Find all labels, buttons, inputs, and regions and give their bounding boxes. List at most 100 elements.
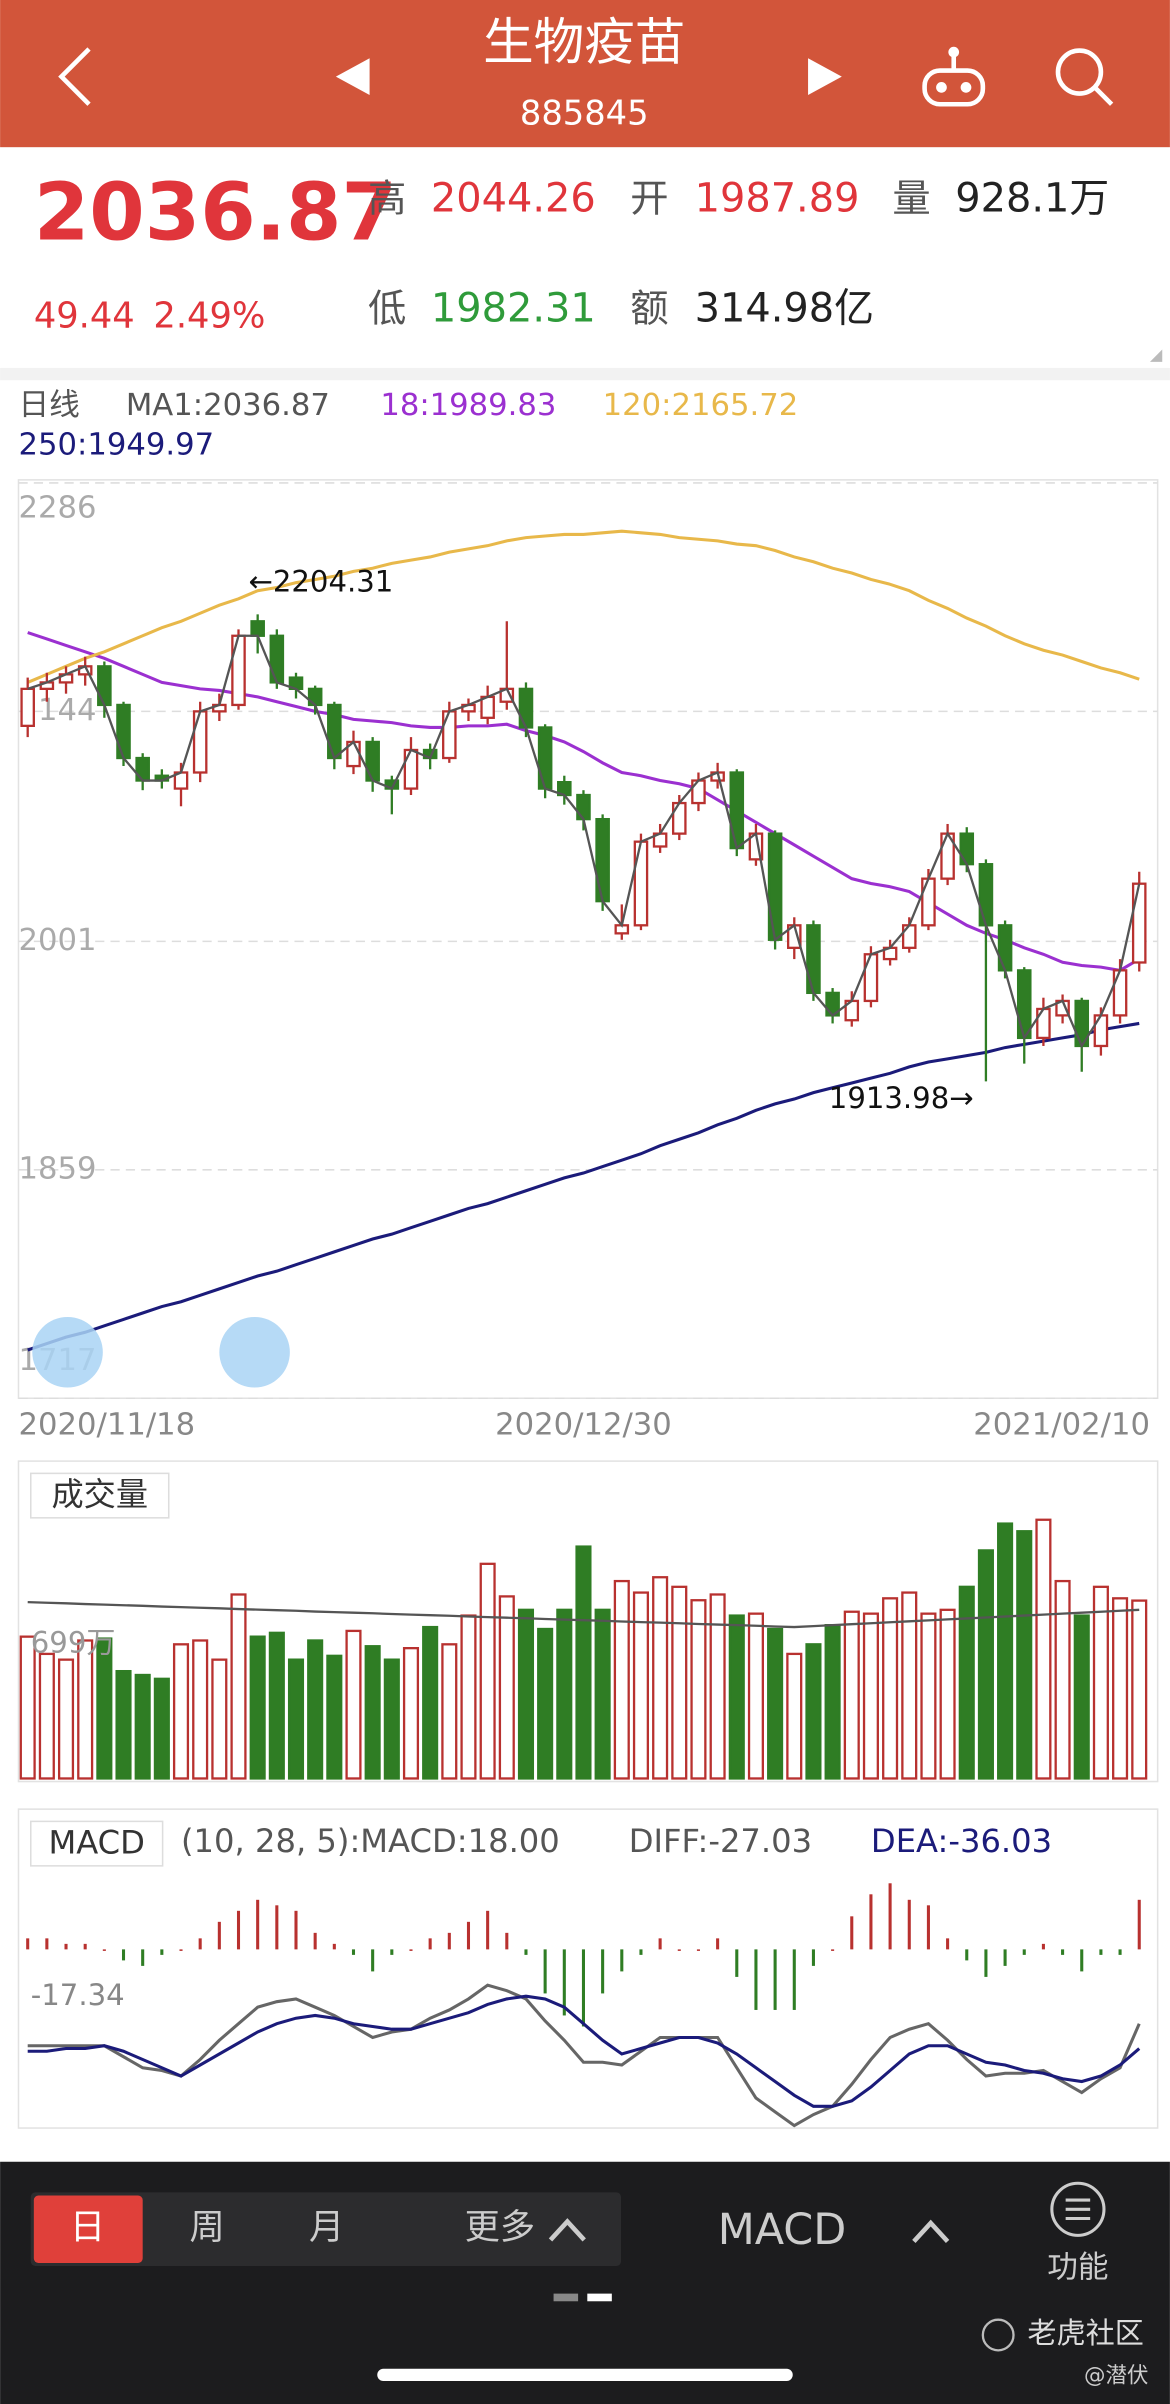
volume-bar: [1092, 1585, 1109, 1780]
volume-bar: [613, 1579, 630, 1780]
candle-body: [672, 801, 687, 835]
macd-bar: [1061, 1949, 1065, 1955]
y-tick-label: 2286: [18, 491, 96, 526]
next-button[interactable]: [808, 58, 842, 96]
zoom-button: [219, 1316, 290, 1388]
macd-bar: [1022, 1949, 1026, 1955]
volume-bar: [345, 1629, 362, 1780]
volume-bar: [192, 1639, 209, 1780]
search-icon[interactable]: [1055, 48, 1114, 106]
volume-bar: [326, 1654, 343, 1780]
volume-bar: [1016, 1530, 1033, 1780]
amount: 314.98亿: [695, 286, 874, 332]
candle-body: [480, 695, 495, 719]
volume-bar: [307, 1639, 324, 1780]
volume-bar: [1112, 1597, 1129, 1780]
robot-icon[interactable]: [922, 46, 986, 107]
candle-body: [997, 924, 1013, 972]
candle-body: [978, 863, 994, 927]
function-icon[interactable]: [1050, 2181, 1106, 2237]
amount-label: 额: [630, 287, 668, 332]
y-tick-label: 1859: [18, 1151, 96, 1186]
tab-month[interactable]: 月: [309, 2207, 344, 2248]
candle-body: [327, 703, 342, 760]
volume-bar: [479, 1562, 496, 1780]
ma-line: [27, 631, 1141, 972]
zoom-button: [32, 1316, 103, 1388]
candle-body: [595, 817, 610, 903]
ma-line: [27, 1021, 1140, 1352]
tab-day[interactable]: 日: [70, 2207, 105, 2248]
user: @潜伏: [1084, 2363, 1148, 2388]
candle-body: [806, 924, 821, 995]
macd-bar: [735, 1949, 739, 1977]
volume-bar: [690, 1599, 707, 1780]
y-tick-label: 2001: [18, 923, 96, 958]
prev-button[interactable]: [335, 58, 370, 96]
macd-bar: [217, 1921, 221, 1950]
macd-bar: [160, 1949, 164, 1955]
indicator-caret[interactable]: [912, 2219, 950, 2244]
indicator[interactable]: MACD: [718, 2205, 847, 2255]
function-label[interactable]: 功能: [1047, 2251, 1108, 2286]
candle-body: [767, 832, 783, 941]
tab-active[interactable]: [33, 2195, 143, 2263]
volume-bar: [594, 1608, 611, 1780]
volume-bar: [1131, 1599, 1148, 1780]
legend-entry: 250:1949.97: [18, 428, 214, 463]
volume-bar: [134, 1673, 151, 1780]
macd-bar: [984, 1949, 988, 1977]
volume-bar: [460, 1614, 477, 1780]
volume-bar: [422, 1625, 439, 1780]
macd-bar: [390, 1949, 394, 1955]
more-caret[interactable]: [548, 2218, 586, 2242]
candle-body: [1093, 1014, 1109, 1048]
open: 1987.89: [695, 175, 860, 221]
macd-bar: [926, 1905, 930, 1950]
tab-week[interactable]: 周: [189, 2207, 224, 2248]
volume-bar: [632, 1591, 650, 1780]
macd-bar: [601, 1949, 605, 1994]
volume-bar: [249, 1635, 266, 1780]
y-tick-label: 699万: [31, 1626, 116, 1660]
last-price: 2036.87: [34, 166, 397, 259]
macd-bar: [294, 1910, 298, 1950]
volume-bar: [402, 1647, 420, 1780]
tab-more[interactable]: 更多: [465, 2207, 536, 2248]
volume-bar: [57, 1658, 75, 1780]
volume-bar: [556, 1608, 573, 1780]
candle-body: [269, 634, 285, 684]
candle-body: [20, 687, 35, 727]
candle-body: [250, 620, 265, 637]
macd-bar: [409, 1949, 413, 1951]
macd-title: MACD: [48, 1823, 144, 1861]
macd-bar: [351, 1949, 356, 1955]
close-line: [27, 634, 1141, 1049]
volume-ma-line: [27, 1601, 1140, 1629]
x-tick-label: 2020/12/30: [495, 1407, 672, 1442]
x-tick-label: 2020/11/18: [18, 1407, 195, 1442]
volume-bar: [767, 1627, 784, 1780]
volume-bar: [920, 1612, 937, 1780]
macd-bar: [1080, 1949, 1084, 1972]
macd-bar: [256, 1899, 260, 1950]
candle-body: [729, 771, 745, 850]
candle-body: [1036, 1007, 1051, 1040]
macd-line: [27, 1994, 1141, 2108]
macd-bar: [83, 1943, 87, 1950]
annotation: ←2204.31: [248, 565, 393, 599]
legend-entry: 120:2165.72: [603, 388, 799, 423]
back-button[interactable]: [58, 47, 91, 106]
macd-bar: [754, 1949, 758, 2010]
macd-bar: [179, 1949, 183, 1951]
volume-bar: [824, 1624, 841, 1780]
macd-bar: [888, 1883, 892, 1950]
high-label: 高: [368, 176, 406, 221]
y-tick-label: -17.34: [31, 1978, 125, 2012]
candle-body: [365, 740, 380, 782]
macd-bar: [26, 1938, 30, 1950]
volume-bar: [843, 1610, 860, 1780]
macd-bar: [447, 1932, 451, 1950]
brand: 老虎社区: [1027, 2316, 1144, 2350]
